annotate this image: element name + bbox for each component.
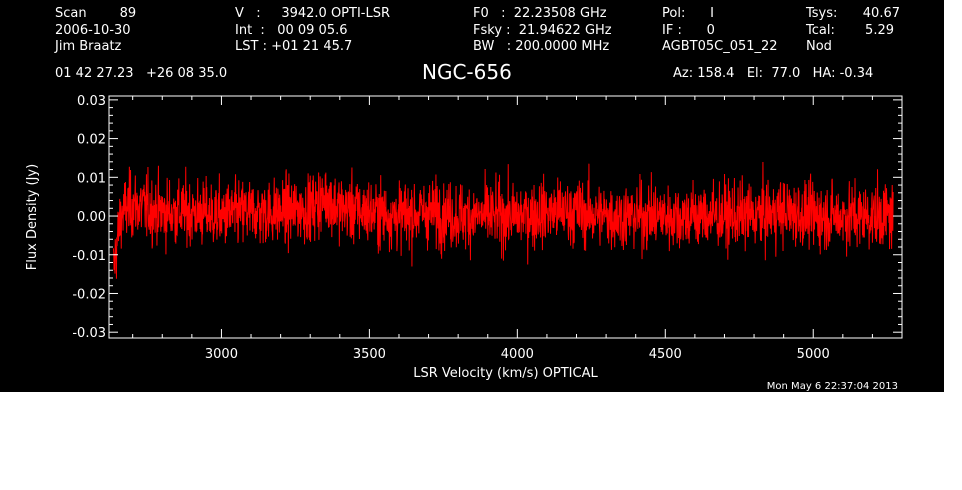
bandwidth-label: BW : 200.0000 MHz xyxy=(473,39,610,54)
series-layer xyxy=(112,161,894,279)
x-tick-label: 3000 xyxy=(205,347,238,362)
y-tick-label: 0.01 xyxy=(77,171,106,186)
plot-frame xyxy=(108,95,903,339)
tcal-label: Tcal: xyxy=(806,23,835,38)
nod-label: Nod xyxy=(806,39,832,54)
x-tick-label: 4000 xyxy=(501,347,534,362)
coordinates-label: 01 42 27.23 +26 08 35.0 xyxy=(55,66,228,81)
integration-label: Int : 00 09 05.6 xyxy=(235,23,348,38)
ticks-layer: 3000 3500 4000 4500 5000 0.03 0.02 0.01 0.00 -0.0… xyxy=(72,94,903,362)
x-axis-label: LSR Velocity (km/s) OPTICAL xyxy=(413,366,598,381)
y-tick-label: -0.01 xyxy=(72,249,106,264)
observer-label: Jim Braatz xyxy=(55,39,122,54)
pointing-label: Az: 158.4 El: 77.0 HA: -0.34 xyxy=(673,66,874,81)
lst-label: LST : +01 21 45.7 xyxy=(235,39,353,54)
x-tick-label: 4500 xyxy=(649,347,682,362)
y-tick-label: 0.02 xyxy=(77,133,106,148)
y-tick-label: 0.00 xyxy=(77,210,106,225)
y-tick-label: 0.03 xyxy=(77,94,106,109)
y-axis-label: Flux Density (Jy) xyxy=(25,164,40,270)
tcal-value: 5.29 xyxy=(865,23,894,38)
project-label: AGBT05C_051_22 xyxy=(662,39,778,54)
polarization-label: Pol: I xyxy=(662,6,714,21)
tsys-label: Tsys: xyxy=(806,6,838,21)
scan-label: Scan 89 xyxy=(55,6,137,21)
spectrum-series-line xyxy=(112,161,894,279)
y-tick-label: -0.03 xyxy=(72,326,106,341)
velocity-label: V : 3942.0 OPTI-LSR xyxy=(235,6,391,21)
spectrum-chart: 3000 3500 4000 4500 5000 0.03 0.02 0.01 0.00 -0.0… xyxy=(25,94,903,392)
x-tick-label: 3500 xyxy=(353,347,386,362)
if-label: IF : 0 xyxy=(662,23,715,38)
timestamp-label: Mon May 6 22:37:04 2013 xyxy=(767,381,898,392)
date-label: 2006-10-30 xyxy=(55,23,131,38)
rest-frequency-label: F0 : 22.23508 GHz xyxy=(473,6,607,21)
y-tick-label: -0.02 xyxy=(72,287,106,302)
tsys-value: 40.67 xyxy=(862,6,900,21)
sky-frequency-label: Fsky : 21.94622 GHz xyxy=(473,23,612,38)
source-title: NGC-656 xyxy=(422,60,512,84)
x-tick-label: 5000 xyxy=(797,347,830,362)
